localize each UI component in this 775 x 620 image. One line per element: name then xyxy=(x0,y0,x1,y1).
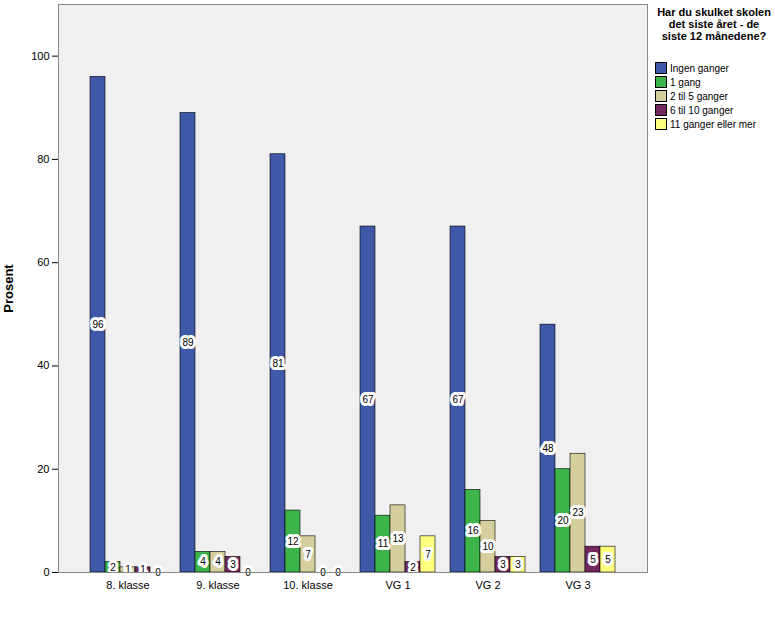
svg-text:10: 10 xyxy=(482,541,494,552)
svg-text:2: 2 xyxy=(410,562,416,573)
svg-text:13: 13 xyxy=(392,533,404,544)
svg-text:VG 3: VG 3 xyxy=(565,579,590,591)
html-text:Ingen ganger: Ingen ganger xyxy=(670,62,729,74)
svg-text:8. klasse: 8. klasse xyxy=(106,579,149,591)
svg-text:67: 67 xyxy=(452,394,464,405)
svg-text:67: 67 xyxy=(362,394,374,405)
svg-text:16: 16 xyxy=(467,525,479,536)
html-text:2 til 5 ganger: 2 til 5 ganger xyxy=(670,90,728,102)
svg-text:23: 23 xyxy=(572,507,584,518)
svg-text:3: 3 xyxy=(230,559,236,570)
svg-text:80: 80 xyxy=(37,153,49,165)
svg-text:2: 2 xyxy=(110,562,116,573)
svg-text:12: 12 xyxy=(287,536,299,547)
svg-text:0: 0 xyxy=(155,566,161,578)
svg-text:81: 81 xyxy=(272,358,284,369)
html-text:1 gang: 1 gang xyxy=(670,76,701,88)
svg-text:7: 7 xyxy=(305,549,311,560)
svg-text:VG 1: VG 1 xyxy=(385,579,410,591)
svg-text:89: 89 xyxy=(182,337,194,348)
svg-text:100: 100 xyxy=(31,50,49,62)
svg-text:40: 40 xyxy=(37,359,49,371)
svg-text:VG 2: VG 2 xyxy=(475,579,500,591)
html-text:11 ganger eller mer: 11 ganger eller mer xyxy=(670,118,756,130)
svg-text:96: 96 xyxy=(92,319,104,330)
html-text:Har du skulket skolen det sist: Har du skulket skolen det siste året - d… xyxy=(657,6,771,43)
svg-text:20: 20 xyxy=(37,463,49,475)
svg-text:4: 4 xyxy=(215,556,221,567)
svg-text:0: 0 xyxy=(245,566,251,578)
svg-text:5: 5 xyxy=(590,554,596,565)
svg-text:20: 20 xyxy=(557,515,569,526)
html-text:6 til 10 ganger: 6 til 10 ganger xyxy=(670,104,734,116)
svg-text:7: 7 xyxy=(425,549,431,560)
svg-text:4: 4 xyxy=(200,556,206,567)
svg-text:0: 0 xyxy=(335,566,341,578)
svg-text:10. klasse: 10. klasse xyxy=(283,579,333,591)
svg-text:1: 1 xyxy=(125,564,131,575)
svg-text:1: 1 xyxy=(140,564,146,575)
svg-text:0: 0 xyxy=(320,566,326,578)
svg-text:11: 11 xyxy=(378,538,389,549)
svg-text:3: 3 xyxy=(515,559,521,570)
svg-text:48: 48 xyxy=(542,443,554,454)
svg-text:5: 5 xyxy=(605,554,611,565)
svg-text:3: 3 xyxy=(500,559,506,570)
svg-text:9. klasse: 9. klasse xyxy=(196,579,239,591)
svg-text:60: 60 xyxy=(37,256,49,268)
svg-text:0: 0 xyxy=(43,566,49,578)
svg-text:Prosent: Prosent xyxy=(1,264,16,313)
